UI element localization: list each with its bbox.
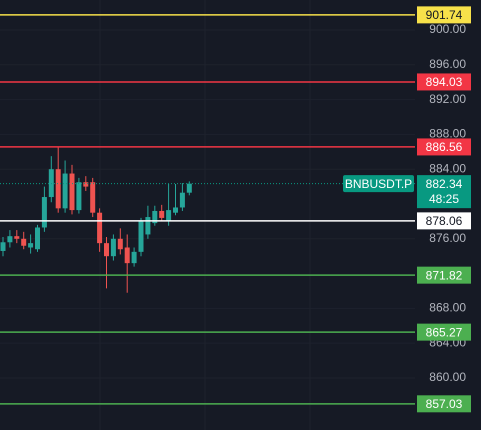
y-tick-label: 896.00 [429, 57, 466, 71]
candle-body [97, 212, 103, 244]
candle-body [83, 182, 89, 187]
candle-body [138, 221, 144, 252]
price-label-box [417, 395, 471, 413]
price-label-box [417, 323, 471, 341]
candle-body [124, 247, 130, 264]
candle-body [152, 210, 158, 224]
candle-body [159, 210, 165, 218]
price-label-box [417, 266, 471, 284]
candle-body [166, 210, 172, 222]
price-label: 901.74 [426, 8, 463, 22]
candle-body [186, 183, 192, 193]
y-tick-label: 900.00 [429, 22, 466, 36]
candle-body [62, 173, 68, 209]
y-tick-label: 868.00 [429, 301, 466, 315]
candle-body [69, 173, 75, 211]
candle-body [104, 243, 109, 257]
price-label-box [417, 6, 471, 24]
y-tick-label: 860.00 [429, 370, 466, 384]
current-price-label: 882.34 [426, 177, 463, 191]
candle-body [173, 207, 178, 213]
price-label-box [417, 138, 471, 156]
y-tick-label: 888.00 [429, 127, 466, 141]
candle-body [110, 238, 116, 257]
price-label: 878.06 [426, 214, 463, 228]
candle-body [55, 169, 61, 209]
y-tick-label: 892.00 [429, 92, 466, 106]
price-label: 894.03 [426, 75, 463, 89]
candle-body [179, 192, 185, 208]
price-label: 886.56 [426, 140, 463, 154]
countdown-label: 48:25 [429, 192, 459, 206]
price-label-box [417, 73, 471, 91]
symbol-label: BNBUSDT.P [345, 177, 412, 191]
candle-body [117, 238, 123, 250]
price-label: 871.82 [426, 268, 463, 282]
symbol-box [343, 175, 414, 193]
candle-body [48, 169, 54, 198]
candle-body [76, 182, 82, 211]
candle-body [21, 238, 27, 246]
candle-body [41, 197, 47, 228]
current-price-box [417, 175, 471, 209]
candle-body [28, 243, 34, 248]
candle-body [131, 251, 137, 264]
price-label-box [417, 212, 471, 230]
candle-body [14, 236, 20, 239]
y-tick-label: 876.00 [429, 231, 466, 245]
candle-body [35, 227, 40, 250]
candle-body [90, 182, 96, 213]
price-label: 865.27 [426, 325, 463, 339]
candle-body [0, 242, 6, 251]
candle-body [145, 217, 151, 235]
candle-body [7, 236, 13, 243]
price-label: 857.03 [426, 397, 463, 411]
y-tick-label: 884.00 [429, 161, 466, 175]
